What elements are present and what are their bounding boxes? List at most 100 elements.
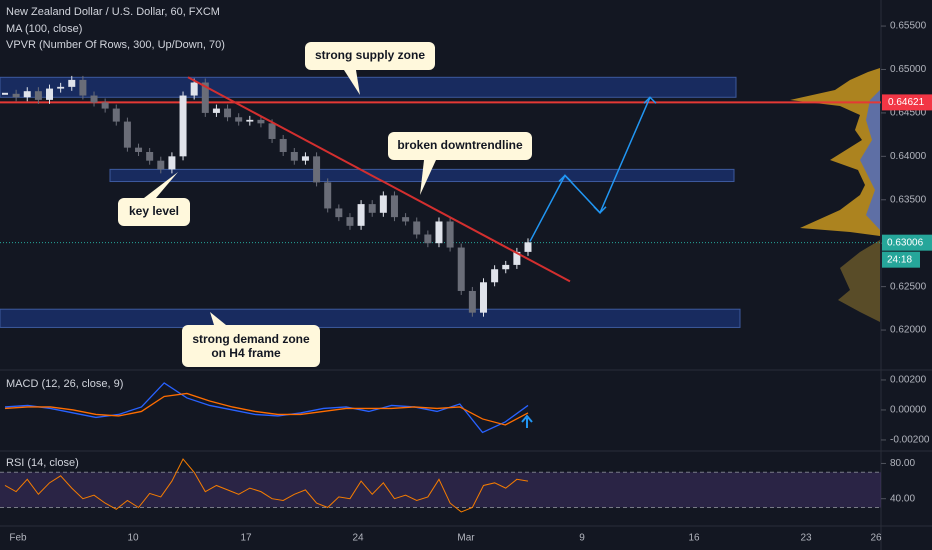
y-tick-label: 0.64500	[890, 108, 927, 119]
callout-tail	[210, 312, 226, 325]
countdown-tag	[882, 251, 920, 268]
candle	[79, 79, 87, 96]
candle	[435, 221, 443, 244]
rsi-band	[0, 472, 881, 508]
candle	[257, 119, 265, 124]
candle	[468, 290, 476, 313]
x-tick-label: Feb	[9, 533, 27, 544]
y-tick-label: 0.00200	[890, 375, 927, 386]
candle	[290, 151, 298, 161]
candle	[346, 217, 354, 226]
ma-label: MA (100, close)	[6, 23, 82, 35]
candle	[502, 264, 510, 270]
candle	[268, 123, 276, 139]
y-tick-label: 0.65500	[890, 21, 927, 32]
price-tag	[882, 234, 932, 251]
candle	[379, 195, 387, 213]
trendline	[187, 76, 571, 283]
candle	[224, 108, 232, 118]
candle	[123, 121, 131, 148]
volume-profile	[790, 68, 880, 236]
annotation: strong demand zone	[192, 332, 310, 346]
candle	[424, 234, 432, 244]
callout-tail	[144, 172, 178, 198]
candle	[313, 156, 321, 183]
y-tick-label: 0.63500	[890, 194, 927, 205]
candle	[335, 208, 343, 218]
zone	[0, 76, 737, 98]
candle	[190, 82, 198, 96]
x-tick-label: 10	[127, 533, 139, 544]
y-tick-label: 0.00000	[890, 405, 927, 416]
annotation: broken downtrendline	[397, 138, 523, 152]
candle	[23, 91, 31, 98]
x-tick-label: 17	[240, 533, 252, 544]
candle	[90, 95, 98, 103]
macd-arrow	[521, 414, 533, 428]
candle	[279, 138, 287, 152]
candle	[168, 156, 176, 170]
candle	[12, 93, 20, 98]
arrowhead	[643, 96, 657, 104]
candle	[390, 195, 398, 218]
candle	[157, 160, 165, 170]
candle	[46, 88, 54, 100]
candle	[112, 108, 120, 122]
x-tick-label: 16	[688, 533, 700, 544]
rsi-line	[4, 458, 529, 513]
arrowhead	[558, 174, 572, 182]
rsi-title: RSI (14, close)	[6, 457, 79, 469]
candle	[179, 95, 187, 157]
y-tick-label: 40.00	[890, 493, 915, 504]
x-tick-label: 9	[579, 533, 585, 544]
candle	[135, 147, 143, 152]
candle	[212, 108, 220, 113]
candle	[146, 151, 154, 161]
arrowhead	[593, 206, 607, 214]
last-price-label: 0.63006	[887, 237, 924, 248]
annotation: strong supply zone	[315, 48, 425, 62]
annotation: on H4 frame	[211, 346, 281, 360]
candle	[413, 221, 421, 235]
y-tick-label: 80.00	[890, 458, 915, 469]
signal-line	[4, 392, 529, 426]
callout-tail	[344, 70, 360, 95]
level-tag	[882, 94, 932, 111]
candle	[246, 119, 254, 122]
callout	[305, 42, 435, 70]
macd-title: MACD (12, 26, close, 9)	[6, 378, 123, 390]
callout-tail	[420, 160, 436, 195]
zone	[0, 308, 741, 328]
candle	[513, 251, 521, 265]
candle	[301, 156, 309, 161]
candle	[57, 86, 65, 89]
y-tick-label: 0.62500	[890, 281, 927, 292]
callout	[182, 325, 320, 367]
candle	[324, 182, 332, 209]
y-tick-label: -0.00200	[890, 435, 930, 446]
macd-line	[4, 382, 529, 434]
candle	[201, 82, 209, 113]
y-tick-label: 0.62000	[890, 325, 927, 336]
vpvr-label: VPVR (Number Of Rows, 300, Up/Down, 70)	[6, 39, 225, 51]
x-tick-label: 26	[870, 533, 882, 544]
level-label: 0.64621	[888, 97, 925, 108]
candle	[235, 117, 243, 122]
volume-profile	[860, 90, 880, 230]
candle	[68, 79, 76, 87]
candle	[446, 221, 454, 248]
y-tick-label: 0.65000	[890, 64, 927, 75]
candle	[2, 92, 8, 95]
x-tick-label: Mar	[457, 533, 475, 544]
countdown: 24:18	[887, 254, 912, 265]
x-tick-label: 24	[352, 533, 364, 544]
candle	[357, 204, 365, 226]
candle	[491, 269, 499, 283]
callout	[388, 132, 532, 160]
y-tick-label: 0.64000	[890, 151, 927, 162]
candle	[368, 204, 376, 213]
candle	[457, 247, 465, 291]
candle	[479, 282, 487, 313]
